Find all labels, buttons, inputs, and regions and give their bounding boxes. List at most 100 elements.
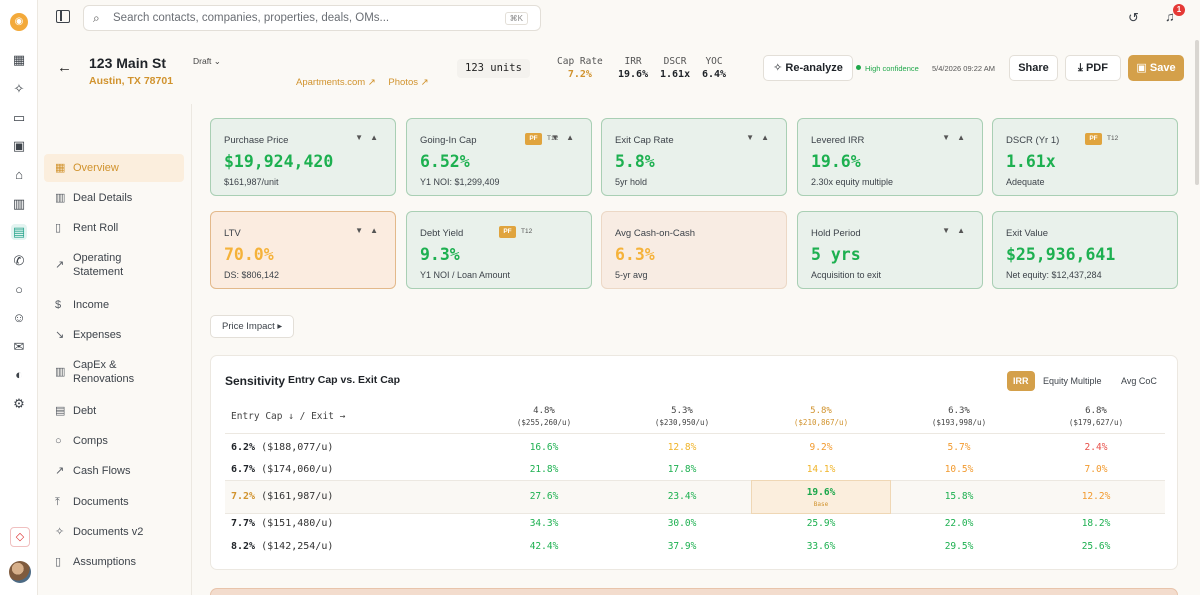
nav-deal-details[interactable]: ▥ Deal Details [55, 192, 133, 204]
pdf-button[interactable]: ⤓ PDF [1065, 55, 1121, 81]
sensitivity-cell[interactable]: 9.2% [809, 442, 833, 453]
sensitivity-cell[interactable]: 18.2% [1081, 518, 1111, 529]
global-search[interactable]: ⌕ Search contacts, companies, properties… [83, 5, 541, 31]
sort-arrows-icon[interactable]: ▼▲ [746, 133, 776, 142]
users-icon[interactable]: ☺ [12, 310, 26, 325]
mail-icon[interactable]: ✉ [13, 339, 25, 354]
metric-card[interactable]: Debt Yield 9.3% Y1 NOI / Loan Amount PF T12 [406, 211, 592, 289]
history-icon[interactable]: ↺ [1128, 10, 1139, 25]
metric-card[interactable]: DSCR (Yr 1) 1.61x Adequate PF T12 [992, 118, 1178, 196]
buildings-icon[interactable]: ▥ [12, 196, 26, 211]
sensitivity-cell[interactable]: 7.0% [1084, 464, 1108, 475]
nav-documents-v2[interactable]: ✧ Documents v2 [55, 526, 144, 538]
sensitivity-cell[interactable]: 22.0% [944, 518, 974, 529]
sensitivity-cell[interactable]: 30.0% [667, 518, 697, 529]
sensitivity-cell[interactable]: 2.4% [1084, 442, 1108, 453]
sort-arrows-icon[interactable]: ▼▲ [942, 226, 972, 235]
sort-arrows-icon[interactable]: ▼▲ [551, 133, 581, 142]
metric-label: Hold Period [811, 228, 861, 239]
nav-cash-flows[interactable]: ↗ Cash Flows [55, 465, 131, 477]
metric-card[interactable]: Exit Value $25,936,641 Net equity: $12,437… [992, 211, 1178, 289]
nav-operating-statement[interactable]: ↗ Operating Statement [55, 252, 124, 278]
tab-avg-coc[interactable]: Avg CoC [1121, 376, 1157, 386]
sensitivity-cell[interactable]: 21.8% [529, 464, 559, 475]
pf-badge[interactable]: PF [1085, 133, 1102, 145]
sort-arrows-icon[interactable]: ▼▲ [942, 133, 972, 142]
sensitivity-cell[interactable]: 5.7% [947, 442, 971, 453]
base-case-cell[interactable]: 19.6% Base [751, 480, 891, 514]
metric-card[interactable]: LTV 70.0% DS: $806,142 ▼▲ [210, 211, 396, 289]
sensitivity-cell[interactable]: 37.9% [667, 541, 697, 552]
sensitivity-cell[interactable]: 23.4% [667, 491, 697, 502]
share-button[interactable]: Share [1009, 55, 1058, 81]
sort-arrows-icon[interactable]: ▼▲ [355, 133, 385, 142]
nav-overview[interactable]: ▦ Overview [44, 154, 184, 182]
tab-equity-multiple[interactable]: Equity Multiple [1043, 376, 1102, 386]
row-label: 7.7% ($151,480/u) [231, 518, 334, 529]
metric-card[interactable]: Avg Cash-on-Cash 6.3% 5-yr avg [601, 211, 787, 289]
search-icon[interactable]: ○ [15, 282, 23, 297]
tab-irr[interactable]: IRR [1007, 371, 1035, 391]
sensitivity-cell[interactable]: 16.6% [529, 442, 559, 453]
sensitivity-cell[interactable]: 27.6% [529, 491, 559, 502]
sensitivity-cell[interactable]: 42.4% [529, 541, 559, 552]
sensitivity-cell[interactable]: 15.8% [944, 491, 974, 502]
t12-badge[interactable]: T12 [521, 228, 533, 235]
chat-icon[interactable]: ▭ [12, 110, 26, 125]
sensitivity-cell[interactable]: 10.5% [944, 464, 974, 475]
nav-rent-roll[interactable]: ▯ Rent Roll [55, 222, 119, 234]
back-arrow-icon[interactable]: ← [57, 59, 72, 76]
sensitivity-cell[interactable]: 25.6% [1081, 541, 1111, 552]
row-label: 8.2% ($142,254/u) [231, 541, 334, 552]
metric-card[interactable]: Exit Cap Rate 5.8% 5yr hold ▼▲ [601, 118, 787, 196]
sensitivity-cell[interactable]: 14.1% [806, 464, 836, 475]
sensitivity-cell[interactable]: 34.3% [529, 518, 559, 529]
t12-badge[interactable]: T12 [547, 135, 559, 142]
sparkle-icon[interactable]: ✧ [13, 81, 25, 96]
app-logo[interactable]: ◉ [10, 13, 28, 31]
pf-badge[interactable]: PF [525, 133, 542, 145]
metric-card[interactable]: Purchase Price $19,924,420 $161,987/unit ▼▲ [210, 118, 396, 196]
search-input[interactable]: Search contacts, companies, properties, … [113, 12, 390, 24]
scrollbar[interactable] [1195, 40, 1199, 185]
sensitivity-cell[interactable]: 17.8% [667, 464, 697, 475]
sensitivity-cell[interactable]: 29.5% [944, 541, 974, 552]
nav-debt[interactable]: ▤ Debt [55, 405, 97, 417]
sidebar-toggle-icon[interactable] [56, 10, 70, 23]
t12-badge[interactable]: T12 [1107, 135, 1119, 142]
metric-card[interactable]: Hold Period 5 yrs Acquisition to exit ▼▲ [797, 211, 983, 289]
nav-capex[interactable]: ▥ CapEx & Renovations [55, 359, 135, 385]
home-icon[interactable]: ⌂ [15, 167, 23, 182]
phone-icon[interactable]: ✆ [13, 253, 25, 268]
status-dropdown[interactable]: Draft ⌄ [193, 56, 221, 66]
bell-icon[interactable]: ♫ [1165, 9, 1175, 24]
nav-comps[interactable]: ○ Comps [55, 435, 108, 447]
shield-icon[interactable]: ◇ [10, 527, 30, 547]
briefcase-icon[interactable]: ▣ [12, 138, 26, 153]
grid-icon: ▦ [55, 162, 66, 174]
deal-sidebar: ▦ Overview ▥ Deal Details ▯ Rent Roll ↗ Oper… [38, 104, 192, 595]
nav-expenses[interactable]: ↘ Expenses [55, 329, 122, 341]
pf-badge[interactable]: PF [499, 226, 516, 238]
settings-icon[interactable]: ⚙ [13, 396, 25, 411]
metric-card[interactable]: Going-In Cap 6.52% Y1 NOI: $1,299,409 PF T12… [406, 118, 592, 196]
price-impact-button[interactable]: Price Impact ▸ [210, 315, 295, 338]
units-badge: 123 units [457, 59, 530, 78]
apartments-link[interactable]: Apartments.com ↗ [296, 77, 376, 88]
sensitivity-cell[interactable]: 25.9% [806, 518, 836, 529]
metric-card[interactable]: Levered IRR 19.6% 2.30x equity multiple ▼▲ [797, 118, 983, 196]
reanalyze-button[interactable]: ✧ Re-analyze [763, 55, 853, 81]
photos-link[interactable]: Photos ↗ [388, 77, 429, 88]
nav-income[interactable]: $ Income [55, 299, 110, 311]
nav-documents[interactable]: ⤒ Documents [55, 496, 129, 508]
sensitivity-cell[interactable]: 12.2% [1081, 491, 1111, 502]
palette-icon[interactable]: ◐ [15, 367, 23, 382]
sort-arrows-icon[interactable]: ▼▲ [355, 226, 385, 235]
avatar[interactable] [9, 561, 31, 583]
calculator-icon[interactable]: ▤ [11, 224, 27, 240]
sensitivity-cell[interactable]: 33.6% [806, 541, 836, 552]
nav-assumptions[interactable]: ▯ Assumptions [55, 556, 136, 568]
dashboard-icon[interactable]: ▦ [12, 52, 26, 67]
save-button[interactable]: ▣ Save [1128, 55, 1184, 81]
sensitivity-cell[interactable]: 12.8% [667, 442, 697, 453]
